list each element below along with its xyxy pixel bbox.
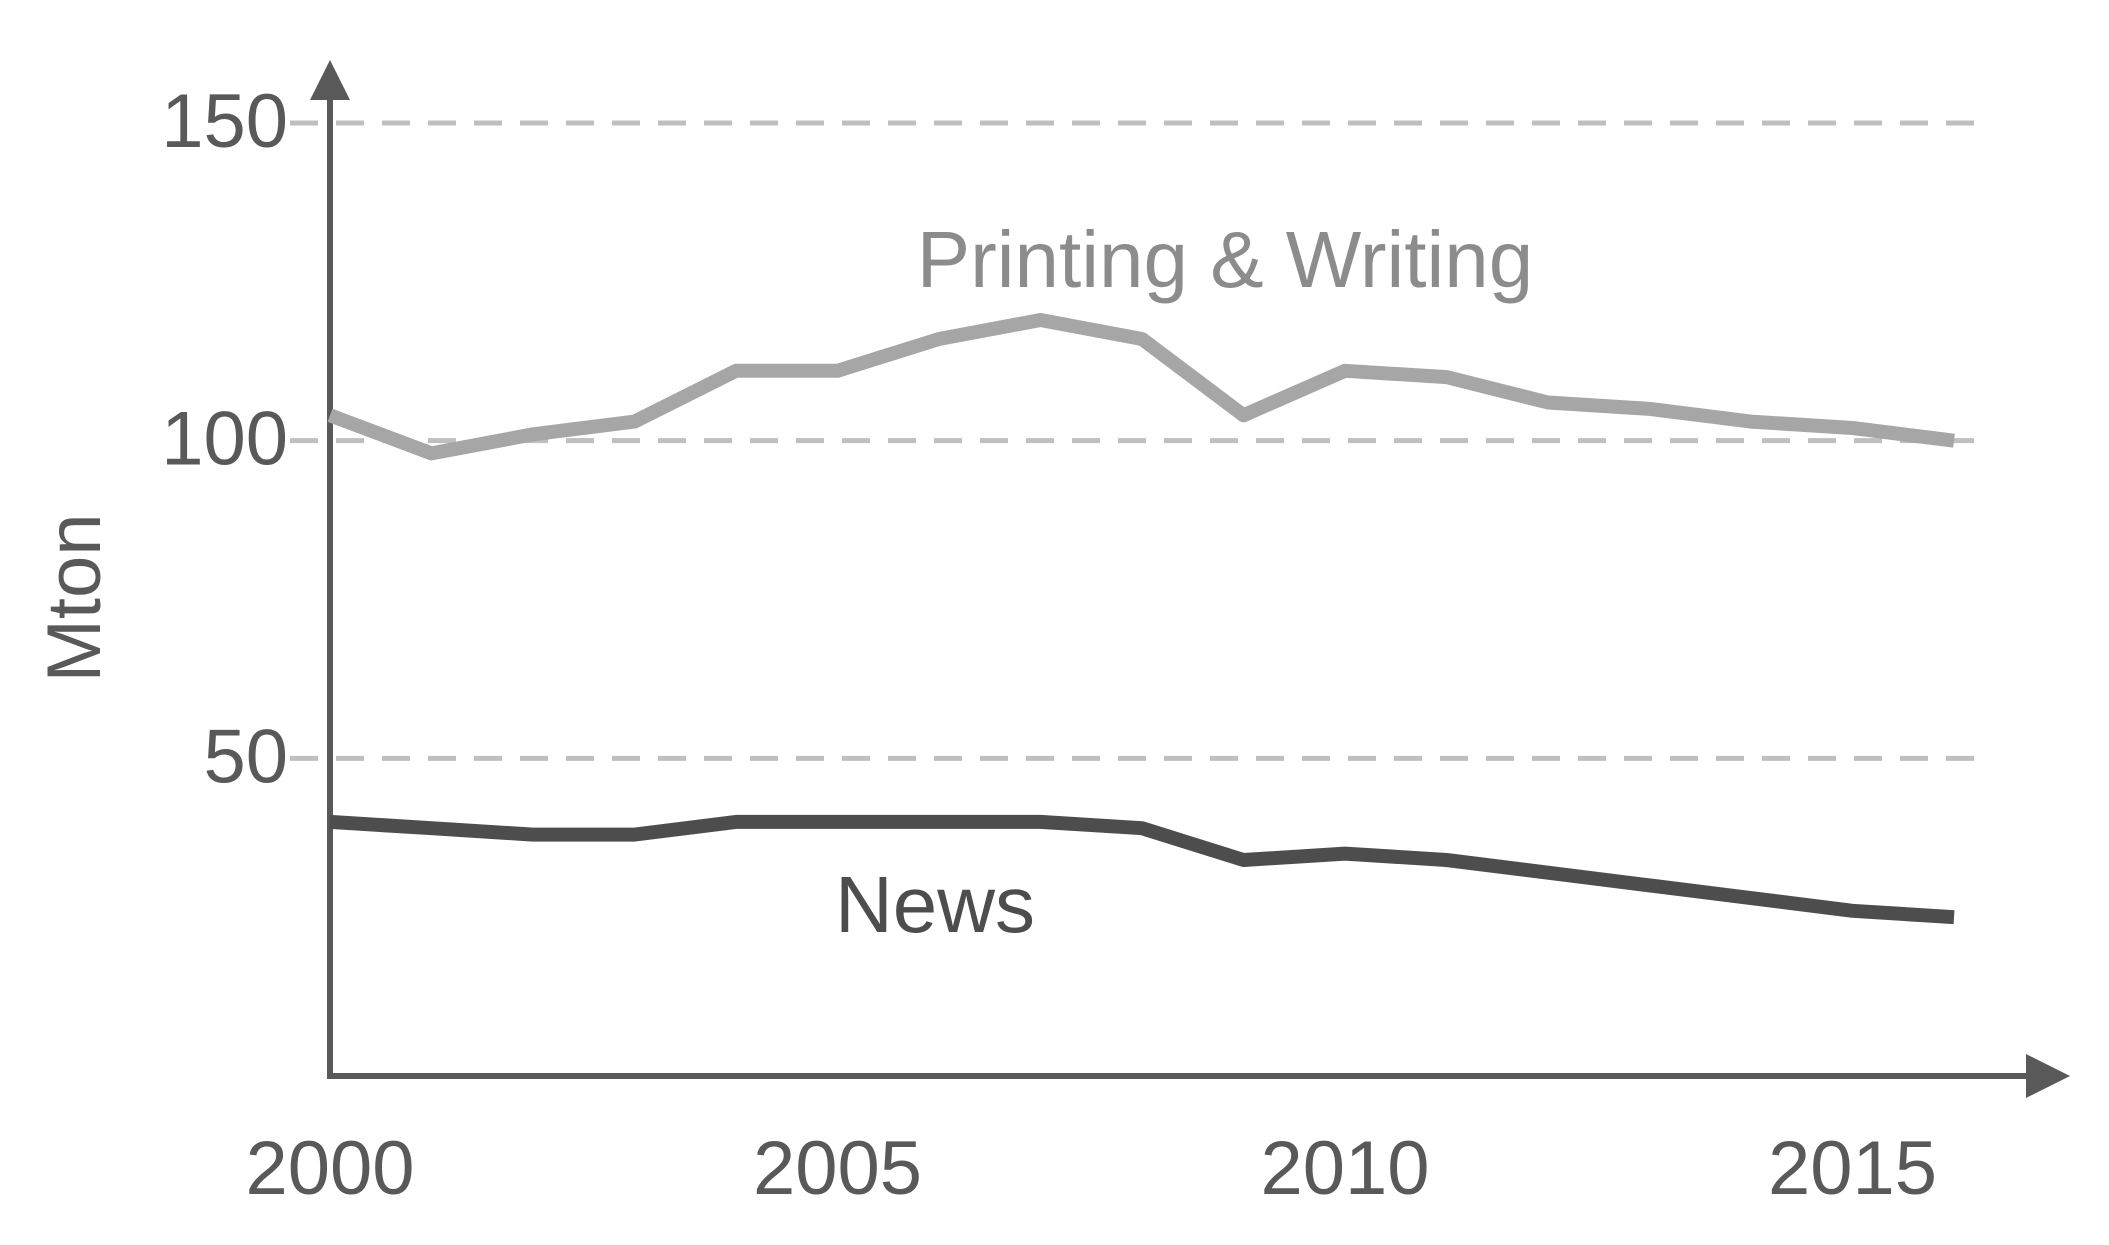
- annotation-news: News: [835, 860, 1035, 949]
- x-tick-label-2000: 2000: [245, 1126, 414, 1211]
- tick-labels: 50 100 150 2000 2005 2010 2015: [161, 79, 1937, 1211]
- x-tick-label-2010: 2010: [1260, 1126, 1429, 1211]
- data-point-news-2003: [634, 834, 636, 836]
- gridlines: [290, 120, 1990, 761]
- data-point-news-2000: [329, 821, 331, 823]
- y-tick-label-150: 150: [161, 79, 288, 164]
- y-axis-arrow-icon: [310, 60, 350, 100]
- data-point-news-2004: [735, 821, 737, 823]
- y-tick-label-100: 100: [161, 397, 288, 482]
- data-point-printing_writing-2009: [1243, 414, 1245, 416]
- data-point-printing_writing-2008: [1141, 338, 1143, 340]
- series-news: [329, 814, 1955, 925]
- data-point-printing_writing-2001: [431, 452, 433, 454]
- data-point-news-2014: [1750, 897, 1752, 899]
- x-axis-arrow-icon: [2026, 1054, 2070, 1098]
- data-point-news-2005: [837, 821, 839, 823]
- data-point-printing_writing-2012: [1547, 402, 1549, 404]
- data-point-printing_writing-2014: [1750, 421, 1752, 423]
- data-point-news-2010: [1344, 853, 1346, 855]
- data-point-news-2001: [431, 827, 433, 829]
- data-point-news-2013: [1649, 884, 1651, 886]
- data-point-news-2009: [1243, 859, 1245, 861]
- data-point-printing_writing-2004: [735, 370, 737, 372]
- data-point-printing_writing-2016: [1953, 440, 1955, 442]
- axes: [310, 60, 2070, 1098]
- data-point-printing_writing-2005: [837, 370, 839, 372]
- data-point-news-2015: [1852, 910, 1854, 912]
- x-tick-label-2015: 2015: [1768, 1126, 1937, 1211]
- data-point-news-2006: [938, 821, 940, 823]
- data-point-news-2011: [1446, 859, 1448, 861]
- data-point-printing_writing-2002: [532, 433, 534, 435]
- data-point-news-2016: [1953, 916, 1955, 918]
- annotation-printing_writing: Printing & Writing: [917, 215, 1534, 304]
- data-point-news-2007: [1040, 821, 1042, 823]
- data-point-printing_writing-2015: [1852, 427, 1854, 429]
- y-axis-label: Mton: [32, 514, 117, 683]
- data-point-printing_writing-2006: [938, 338, 940, 340]
- x-tick-label-2005: 2005: [753, 1126, 922, 1211]
- data-point-news-2008: [1141, 827, 1143, 829]
- data-point-printing_writing-2010: [1344, 370, 1346, 372]
- data-point-news-2012: [1547, 872, 1549, 874]
- series-lines: [327, 313, 1955, 925]
- series-line-news: [329, 814, 1955, 925]
- data-point-printing_writing-2011: [1446, 376, 1448, 378]
- data-point-printing_writing-2013: [1649, 408, 1651, 410]
- data-point-news-2002: [532, 834, 534, 836]
- series-printing_writing: [327, 313, 1955, 461]
- data-point-printing_writing-2003: [634, 421, 636, 423]
- data-point-printing_writing-2007: [1040, 319, 1042, 321]
- data-point-printing_writing-2000: [329, 414, 331, 416]
- annotations: Printing & Writing News: [835, 215, 1533, 949]
- y-tick-label-50: 50: [203, 714, 288, 799]
- series-line-printing_writing: [327, 313, 1955, 461]
